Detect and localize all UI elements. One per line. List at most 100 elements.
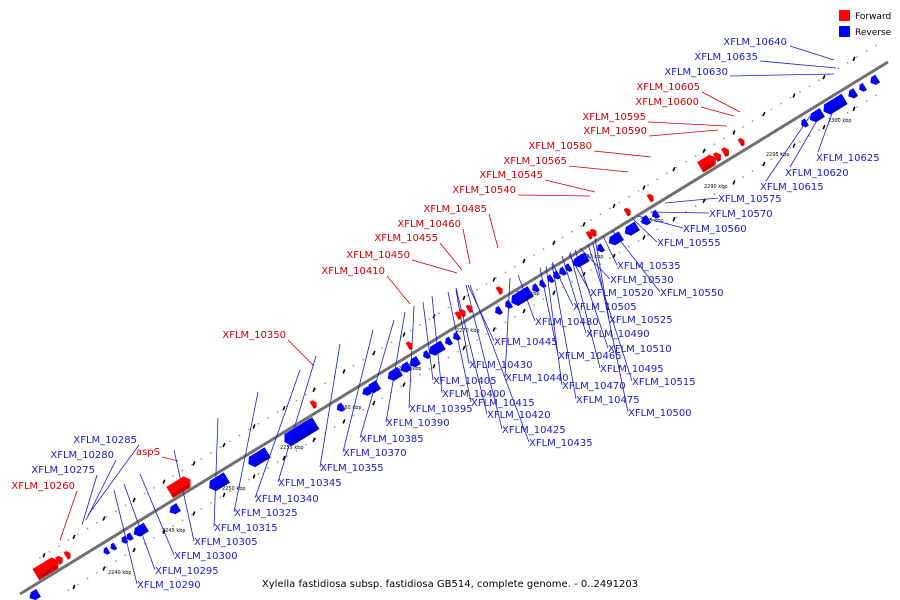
scale-dot <box>153 537 155 539</box>
scale-dot <box>628 195 630 198</box>
scale-dot <box>637 240 640 242</box>
reverse-gene <box>559 266 567 276</box>
scale-dot <box>561 286 564 289</box>
scale-tick <box>312 437 316 443</box>
kbp-mark-label: 2260 kbp <box>338 405 362 411</box>
forward-gene-label: XFLM_10545 <box>479 170 543 181</box>
forward-gene <box>309 400 317 409</box>
scale-tick <box>132 547 136 553</box>
reverse-gene-label: XFLM_10515 <box>632 377 696 388</box>
scale-tick <box>102 566 106 571</box>
scale-dot <box>96 571 98 574</box>
leader-line <box>455 289 470 365</box>
scale-dot <box>419 373 421 376</box>
scale-tick <box>402 332 406 337</box>
reverse-gene-label: XFLM_10305 <box>194 537 258 548</box>
leader-line <box>439 242 463 271</box>
scale-dot <box>362 408 364 411</box>
reverse-gene-label: XFLM_10445 <box>494 337 558 348</box>
scale-dot <box>229 490 231 493</box>
scale-dot <box>799 141 801 143</box>
scale-tick <box>372 350 376 356</box>
scale-dot <box>172 475 174 478</box>
reverse-gene-label: XFLM_10555 <box>657 238 721 249</box>
scale-dot <box>561 236 564 239</box>
reverse-gene <box>608 231 624 246</box>
scale-tick <box>852 106 856 112</box>
forward-gene-label: XFLM_10485 <box>423 204 487 215</box>
scale-dot <box>694 205 697 207</box>
scale-dot <box>656 228 659 231</box>
scale-dot <box>191 513 193 516</box>
leader-line <box>359 319 395 439</box>
reverse-gene <box>362 386 372 396</box>
leader-line <box>592 242 629 413</box>
reverse-gene-label: XFLM_10385 <box>360 434 424 445</box>
scale-dot <box>115 510 117 513</box>
scale-dot <box>210 452 212 454</box>
leader-line <box>569 251 601 369</box>
scale-tick <box>222 442 226 448</box>
reverse-gene-label: XFLM_10635 <box>694 52 758 63</box>
scale-dot <box>295 449 298 452</box>
reverse-gene <box>453 331 461 341</box>
scale-tick <box>732 180 736 185</box>
forward-gene <box>585 231 593 240</box>
leader-line <box>664 197 719 204</box>
scale-dot <box>77 583 79 586</box>
forward-gene-label: aspS <box>136 447 160 458</box>
scale-dot <box>590 269 592 271</box>
scale-dot <box>172 525 174 528</box>
kbp-mark-label: 2250 kbp <box>222 486 246 492</box>
reverse-gene-label: XFLM_10560 <box>683 224 747 235</box>
reverse-gene-label: XFLM_10370 <box>343 448 407 459</box>
scale-tick <box>522 258 526 264</box>
leader-line <box>277 355 317 483</box>
scale-dot <box>124 504 127 507</box>
scale-tick <box>132 497 136 503</box>
leader-line <box>700 106 735 117</box>
scale-dot <box>276 411 279 414</box>
scale-dot <box>67 589 70 592</box>
leader-line <box>447 291 472 403</box>
forward-gene <box>166 476 191 499</box>
legend-reverse-swatch <box>839 26 850 37</box>
scale-tick <box>252 424 256 429</box>
scale-dot <box>267 417 269 419</box>
forward-gene-label: XFLM_10590 <box>583 126 647 137</box>
scale-dot <box>856 106 858 108</box>
reverse-gene-label: XFLM_10355 <box>320 463 384 474</box>
scale-dot <box>447 306 450 309</box>
leader-line <box>579 247 611 280</box>
leader-line <box>817 107 835 153</box>
reverse-gene-label: XFLM_10315 <box>214 523 278 534</box>
forward-gene-label: XFLM_10455 <box>374 233 438 244</box>
reverse-gene <box>428 340 446 356</box>
reverse-gene <box>801 118 809 128</box>
reverse-gene-label: XFLM_10405 <box>433 376 497 387</box>
scale-dot <box>637 190 640 192</box>
scale-dot <box>685 160 687 163</box>
scale-dot <box>713 193 716 196</box>
reverse-gene <box>400 361 412 373</box>
scale-tick <box>282 455 286 461</box>
scale-dot <box>295 399 298 402</box>
scale-dot <box>780 102 782 105</box>
reverse-gene <box>126 532 134 541</box>
reverse-gene <box>624 221 640 236</box>
scale-tick <box>312 387 316 393</box>
reverse-gene <box>248 447 271 468</box>
scale-dot <box>723 137 725 140</box>
reverse-gene-label: XFLM_10415 <box>471 398 535 409</box>
scale-tick <box>492 277 496 282</box>
scale-dot <box>238 434 241 437</box>
scale-tick <box>72 534 76 540</box>
forward-gene-label: XFLM_10600 <box>635 97 699 108</box>
scale-dot <box>181 519 184 522</box>
forward-gene-label: XFLM_10450 <box>346 250 410 261</box>
scale-tick <box>102 516 106 521</box>
scale-dot <box>618 201 621 204</box>
scale-dot <box>808 135 811 138</box>
reverse-gene <box>505 299 513 309</box>
reverse-gene-label: XFLM_10290 <box>137 580 201 591</box>
